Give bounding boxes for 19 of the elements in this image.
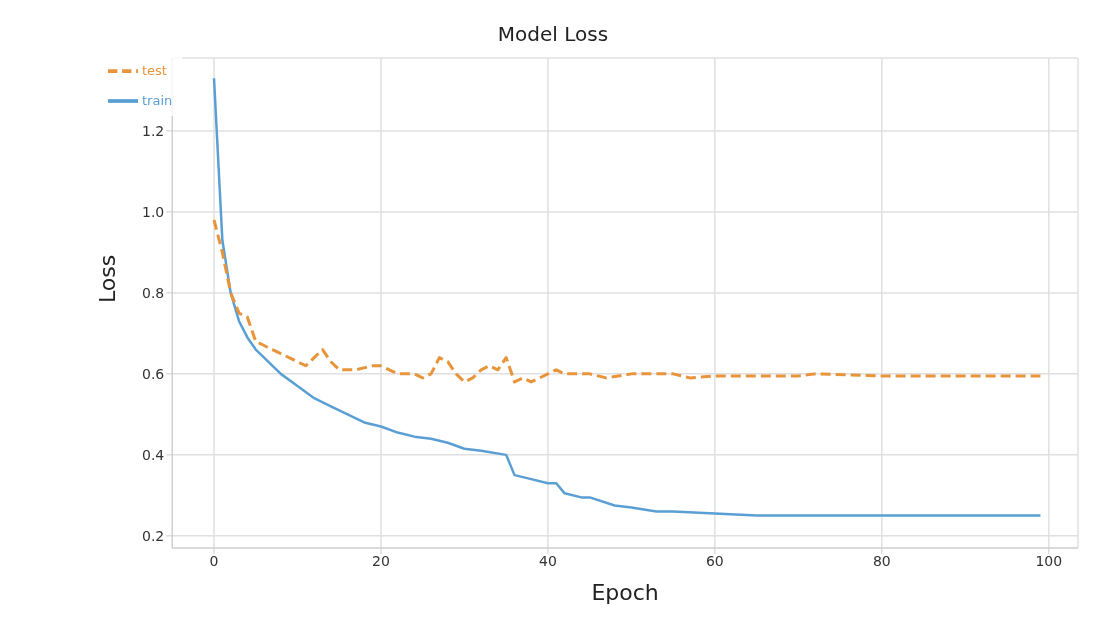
legend-label: test [142,62,167,78]
y-tick-label: 0.4 [142,446,165,463]
y-tick-label: 1.0 [142,203,165,220]
line-series [212,77,1042,517]
y-tick-label: 0.2 [142,527,165,544]
line-series [212,218,1042,384]
y-tick-label: 0.6 [142,365,165,382]
y-axis-title: Loss [95,254,121,303]
x-tick-label: 80 [872,552,891,569]
y-tick-label: 0.8 [142,284,165,301]
x-tick-label: 40 [539,552,557,569]
x-tick-label: 20 [372,552,390,569]
x-tick-label: 100 [1035,552,1063,569]
chart-title: Model Loss [496,22,610,46]
x-axis-title: Epoch [591,580,659,605]
y-tick-label: 1.2 [142,122,165,139]
legend-label: train [142,92,173,108]
x-tick-label: 60 [705,552,724,569]
x-tick-label: 0 [209,552,219,569]
